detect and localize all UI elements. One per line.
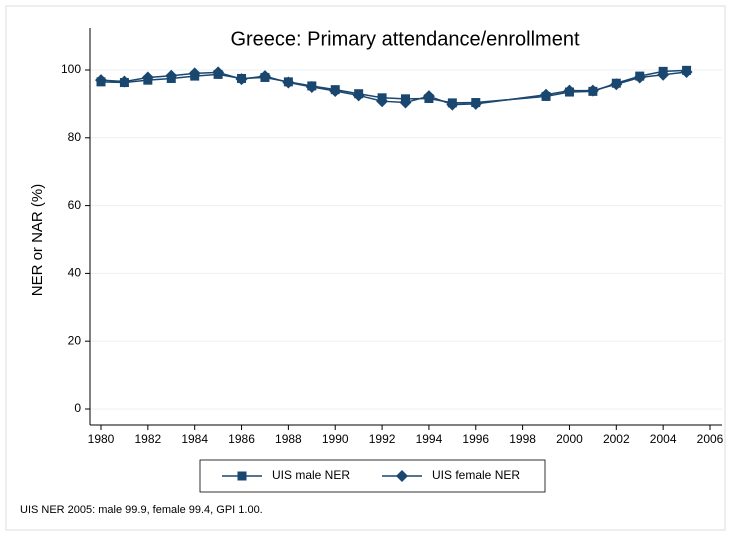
x-tick-label: 1990 [322,432,349,446]
x-tick-label: 2006 [697,432,724,446]
x-tick-label: 1992 [369,432,396,446]
x-tick-label: 2000 [556,432,583,446]
marker-diamond [188,67,201,80]
x-tick-label: 1998 [509,432,536,446]
marker-square [237,471,247,481]
marker-diamond [610,78,623,91]
marker-diamond [118,75,131,88]
y-tick-label: 80 [68,130,82,144]
marker-diamond [95,74,107,87]
legend-label: UIS male NER [272,468,350,482]
x-tick-label: 1986 [228,432,255,446]
x-tick-label: 1988 [275,432,302,446]
marker-diamond [563,84,576,97]
chart-title: Greece: Primary attendance/enrollment [230,28,579,50]
y-axis-label: NER or NAR (%) [29,184,46,297]
marker-diamond [376,95,389,108]
marker-diamond [422,90,435,103]
note: UIS NER 2005: male 99.9, female 99.4, GP… [20,504,263,516]
marker-diamond [586,84,599,97]
marker-diamond [399,96,412,109]
marker-diamond [235,73,248,86]
x-tick-label: 1996 [462,432,489,446]
marker-diamond [469,97,482,110]
marker-diamond [680,66,693,79]
marker-diamond [396,470,408,482]
marker-diamond [540,88,553,101]
y-tick-label: 60 [68,198,82,212]
marker-diamond [165,69,178,82]
x-tick-label: 1980 [88,432,115,446]
x-tick-label: 1994 [416,432,443,446]
marker-diamond [446,98,459,111]
y-tick-label: 100 [61,62,81,76]
marker-diamond [141,71,154,84]
marker-diamond [212,66,225,79]
x-tick-label: 1984 [181,432,208,446]
y-tick-label: 40 [68,266,82,280]
y-tick-label: 20 [68,333,82,347]
marker-diamond [352,89,365,102]
marker-diamond [282,76,295,89]
x-tick-label: 2002 [603,432,630,446]
x-tick-label: 1982 [134,432,161,446]
marker-diamond [633,71,646,84]
x-tick-label: 2004 [650,432,677,446]
marker-diamond [657,68,670,81]
legend-label: UIS female NER [432,468,520,482]
frame [5,5,726,531]
y-tick-label: 0 [74,401,81,415]
marker-diamond [258,70,271,83]
marker-diamond [329,85,342,98]
marker-diamond [305,80,318,93]
